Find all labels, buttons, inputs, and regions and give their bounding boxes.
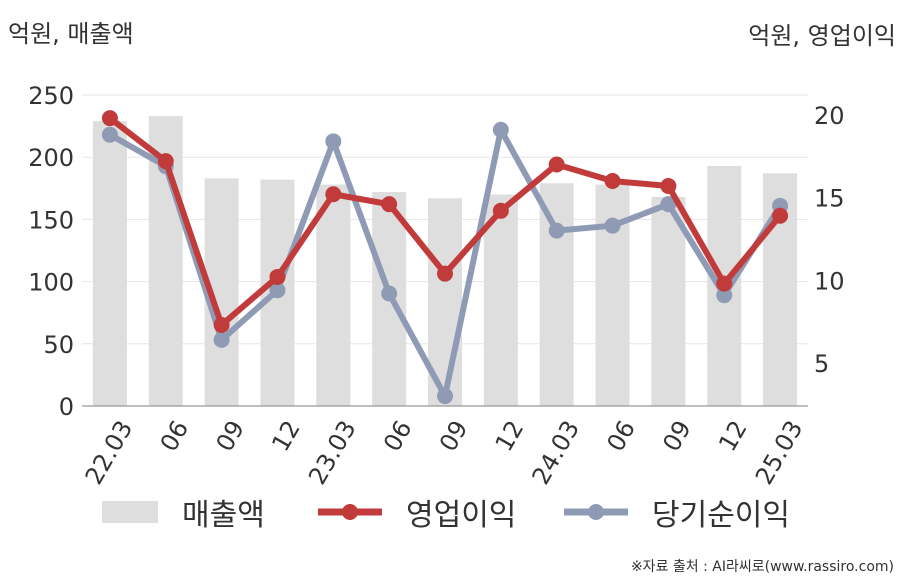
legend-item-operating-profit: 영업이익 (318, 492, 517, 533)
x-tick-label: 24.03 (527, 416, 586, 490)
legend-swatch-operating-profit (318, 504, 382, 520)
net-income-point (716, 287, 733, 304)
revenue-bar (316, 184, 351, 406)
operating-profit-point (492, 202, 509, 219)
revenue-bar (92, 121, 127, 407)
y-left-tick-label: 200 (28, 144, 74, 172)
y-right-tick-label: 15 (814, 185, 845, 213)
x-tick-label: 09 (657, 416, 697, 456)
operating-profit-point (325, 186, 342, 203)
legend-swatch-net-income (564, 504, 628, 520)
y-left-tick-label: 50 (43, 331, 74, 359)
y-left-tick-label: 150 (28, 206, 74, 234)
operating-profit-point (269, 268, 286, 285)
y-left-tick-label: 250 (28, 82, 74, 110)
operating-profit-point (381, 196, 398, 213)
legend-label-revenue: 매출액 (182, 498, 265, 533)
legend-swatch-revenue (102, 501, 158, 523)
x-tick-label: 06 (378, 416, 418, 456)
operating-profit-point (716, 275, 733, 292)
operating-profit-point (548, 156, 565, 173)
operating-profit-point (101, 110, 118, 127)
right-axis-unit: 억원, 영업이익 (748, 22, 896, 50)
y-right-tick-label: 10 (814, 267, 845, 295)
y-right-tick-label: 20 (814, 102, 845, 130)
revenue-bar (651, 197, 686, 406)
x-tick-label: 09 (211, 416, 251, 456)
net-income-point (548, 222, 565, 239)
x-tick-label: 06 (155, 416, 195, 456)
net-income-point (492, 121, 509, 138)
y-left-tick-label: 0 (59, 393, 74, 421)
net-income-point (269, 282, 286, 299)
x-tick-label: 09 (434, 416, 474, 456)
net-income-point (213, 331, 230, 348)
y-left-tick-label: 100 (28, 269, 74, 297)
net-income-point (660, 196, 677, 213)
net-income-point (437, 388, 453, 405)
net-income-point (604, 217, 621, 234)
operating-profit-point (437, 265, 453, 282)
operating-profit-point (660, 177, 677, 194)
legend: 매출액 영업이익 당기순이익 (0, 492, 908, 533)
revenue-bar (483, 194, 518, 406)
operating-profit-point (213, 316, 230, 333)
x-tick-label: 25.03 (750, 416, 809, 490)
x-tick-label: 22.03 (80, 416, 139, 490)
net-income-point (101, 126, 118, 143)
operating-profit-point (772, 207, 789, 224)
operating-profit-point (157, 153, 174, 170)
x-tick-label: 23.03 (303, 416, 362, 490)
legend-label-operating-profit: 영업이익 (406, 498, 517, 533)
x-tick-label: 12 (266, 416, 306, 456)
net-income-point (325, 133, 342, 150)
x-tick-label: 06 (601, 416, 641, 456)
data-source: ※자료 출처 : AI라씨로(www.rassiro.com) (630, 559, 894, 575)
revenue-bar (539, 183, 574, 406)
legend-item-net-income: 당기순이익 (564, 492, 790, 533)
net-income-point (381, 285, 398, 302)
left-axis-unit: 억원, 매출액 (8, 20, 134, 48)
operating-profit-point (604, 173, 621, 190)
x-tick-label: 12 (713, 416, 753, 456)
legend-label-net-income: 당기순이익 (652, 498, 790, 533)
y-right-tick-label: 5 (814, 350, 829, 378)
legend-item-revenue: 매출액 (102, 492, 265, 533)
x-tick-label: 12 (490, 416, 530, 456)
